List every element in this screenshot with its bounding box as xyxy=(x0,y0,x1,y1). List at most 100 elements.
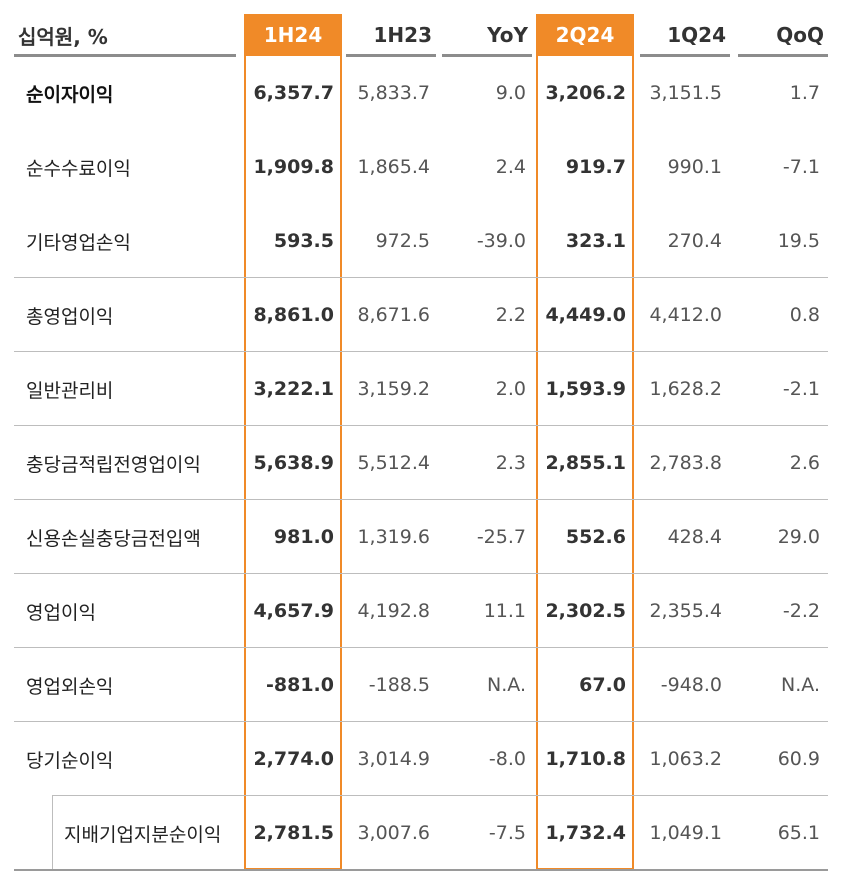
table-cell: 29.0 xyxy=(777,526,820,548)
row-label: 지배기업지분순이익 xyxy=(64,823,222,846)
table-cell: 4,657.9 xyxy=(253,600,334,622)
table-cell: 3,007.6 xyxy=(357,822,430,844)
table-row: 당기순이익 2,774.0 3,014.9 -8.0 1,710.8 1,063.2 60.… xyxy=(0,722,848,796)
row-label: 순이자이익 xyxy=(26,83,114,106)
col-header-1h24: 1H24 xyxy=(244,14,342,56)
row-label: 기타영업손익 xyxy=(26,231,131,254)
table-row: 신용손실충당금전입액 981.0 1,319.6 -25.7 552.6 428.4 29.… xyxy=(0,500,848,574)
table-cell: 2,302.5 xyxy=(545,600,626,622)
table-cell: 1,909.8 xyxy=(253,156,334,178)
table-cell: -7.1 xyxy=(782,156,820,178)
table-cell: 2.2 xyxy=(495,304,526,326)
table-row: 영업외손익 -881.0 -188.5 N.A. 67.0 -948.0 N.A. xyxy=(0,648,848,722)
table-cell: 4,449.0 xyxy=(545,304,626,326)
table-cell: -8.0 xyxy=(488,748,526,770)
table-cell: 428.4 xyxy=(667,526,722,548)
table-cell: 3,222.1 xyxy=(253,378,334,400)
table-row: 순이자이익 6,357.7 5,833.7 9.0 3,206.2 3,151.5 1.7 xyxy=(0,56,848,130)
table-cell: 3,159.2 xyxy=(357,378,430,400)
table-row: 일반관리비 3,222.1 3,159.2 2.0 1,593.9 1,628.2 -2.1 xyxy=(0,352,848,426)
table-cell: -39.0 xyxy=(476,230,526,252)
row-separator xyxy=(14,721,828,722)
row-label: 영업이익 xyxy=(26,601,96,624)
table-cell: 1,593.9 xyxy=(545,378,626,400)
col-label: 1H23 xyxy=(373,23,433,47)
col-header-1q24: 1Q24 xyxy=(636,14,732,56)
col-label: 1H24 xyxy=(263,23,323,47)
table-cell: 2.0 xyxy=(495,378,526,400)
table-cell: 0.8 xyxy=(789,304,820,326)
header-underline xyxy=(442,54,532,57)
highlight-border xyxy=(244,56,246,870)
row-separator xyxy=(14,425,828,426)
table-cell: 1,628.2 xyxy=(649,378,722,400)
table-row: 기타영업손익 593.5 972.5 -39.0 323.1 270.4 19.5 xyxy=(0,204,848,278)
table-bottom-rule xyxy=(14,869,828,871)
table-cell: 1,063.2 xyxy=(649,748,722,770)
table-cell: 972.5 xyxy=(375,230,430,252)
table-cell: -25.7 xyxy=(476,526,526,548)
table-cell: 1.7 xyxy=(789,82,820,104)
table-row: 총영업이익 8,861.0 8,671.6 2.2 4,449.0 4,412.0 0.8 xyxy=(0,278,848,352)
col-header-qoq: QoQ xyxy=(734,14,830,56)
table-cell: 67.0 xyxy=(579,674,626,696)
table-cell: 5,833.7 xyxy=(357,82,430,104)
row-separator xyxy=(14,647,828,648)
row-label: 일반관리비 xyxy=(26,379,114,402)
table-cell: 2.6 xyxy=(789,452,820,474)
table-cell: 5,512.4 xyxy=(357,452,430,474)
table-cell: -948.0 xyxy=(660,674,722,696)
table-cell: -7.5 xyxy=(488,822,526,844)
table-cell: 270.4 xyxy=(667,230,722,252)
table-cell: 4,412.0 xyxy=(649,304,722,326)
row-label: 총영업이익 xyxy=(26,305,114,328)
table-cell: 593.5 xyxy=(273,230,334,252)
table-cell: 60.9 xyxy=(777,748,820,770)
table-cell: 2.4 xyxy=(495,156,526,178)
table-cell: 2,774.0 xyxy=(253,748,334,770)
table-cell: -2.1 xyxy=(782,378,820,400)
col-label: QoQ xyxy=(776,23,824,47)
row-label: 순수수료이익 xyxy=(26,157,131,180)
header-unit: 십억원, % xyxy=(18,14,218,56)
highlight-border xyxy=(632,56,634,870)
table-cell: 8,861.0 xyxy=(253,304,334,326)
col-header-2q24: 2Q24 xyxy=(536,14,634,56)
row-label: 신용손실충당금전입액 xyxy=(26,527,201,550)
table-cell: -2.2 xyxy=(782,600,820,622)
header-underline xyxy=(14,54,236,57)
table-cell: 981.0 xyxy=(273,526,334,548)
table-cell: 3,206.2 xyxy=(545,82,626,104)
row-label: 당기순이익 xyxy=(26,749,114,772)
header-underline xyxy=(346,54,436,57)
table-cell: 1,049.1 xyxy=(649,822,722,844)
row-separator xyxy=(14,499,828,500)
table-cell: -881.0 xyxy=(266,674,334,696)
table-cell: 552.6 xyxy=(565,526,626,548)
col-label: 1Q24 xyxy=(667,23,726,47)
row-label: 영업외손익 xyxy=(26,675,114,698)
table-row: 지배기업지분순이익 2,781.5 3,007.6 -7.5 1,732.4 1,049.… xyxy=(0,796,848,870)
table-cell: 1,865.4 xyxy=(357,156,430,178)
table-cell: 4,192.8 xyxy=(357,600,430,622)
table-cell: 19.5 xyxy=(777,230,820,252)
table-cell: 919.7 xyxy=(565,156,626,178)
table-cell: N.A. xyxy=(781,674,820,696)
table-cell: 3,014.9 xyxy=(357,748,430,770)
table-cell: N.A. xyxy=(487,674,526,696)
table-cell: 1,732.4 xyxy=(545,822,626,844)
table-cell: 2,855.1 xyxy=(545,452,626,474)
table-cell: -188.5 xyxy=(368,674,430,696)
row-label: 충당금적립전영업이익 xyxy=(26,453,201,476)
col-label: YoY xyxy=(487,23,528,47)
header-underline xyxy=(738,54,828,57)
table-cell: 11.1 xyxy=(483,600,526,622)
table-cell: 8,671.6 xyxy=(357,304,430,326)
row-separator xyxy=(14,351,828,352)
table-cell: 2,781.5 xyxy=(253,822,334,844)
table-cell: 323.1 xyxy=(565,230,626,252)
table-row: 충당금적립전영업이익 5,638.9 5,512.4 2.3 2,855.1 2,783.… xyxy=(0,426,848,500)
row-separator xyxy=(14,573,828,574)
row-separator xyxy=(52,795,828,796)
